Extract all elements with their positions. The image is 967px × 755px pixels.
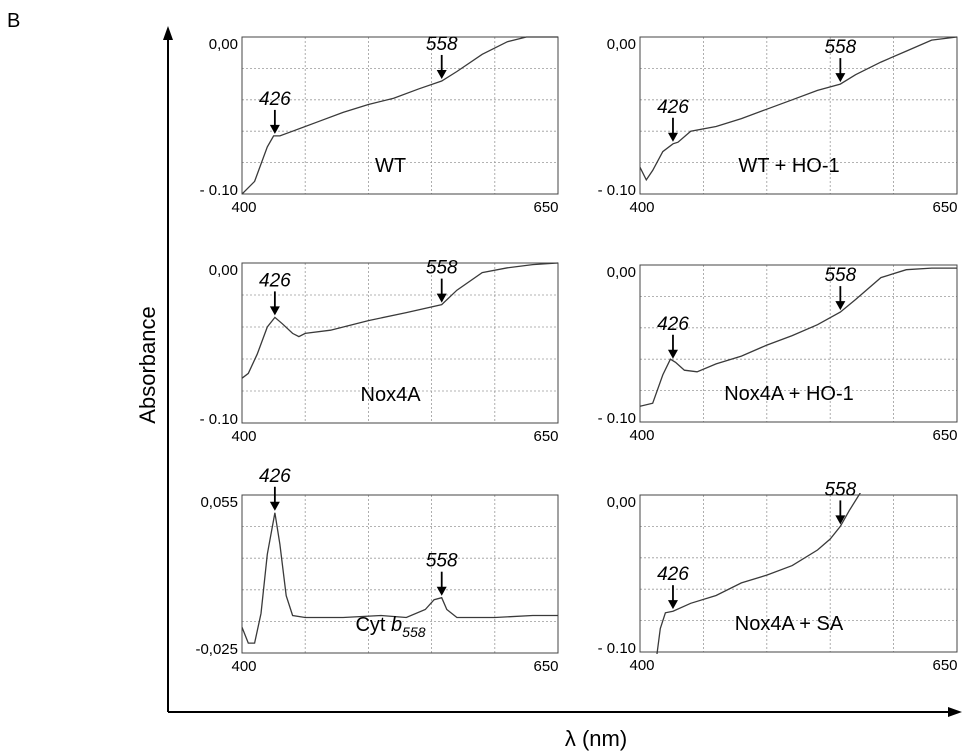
panel-frame <box>241 36 559 195</box>
sample-label: Nox4A + HO-1 <box>724 383 854 405</box>
x-tick-label-max: 650 <box>932 427 957 444</box>
y-axis-title: Absorbance <box>135 306 160 423</box>
x-tick-label-min: 400 <box>629 199 654 216</box>
y-tick-label-max: 0,00 <box>209 36 238 53</box>
peak-label: 426 <box>657 564 689 585</box>
y-tick-label-max: 0,055 <box>200 494 238 511</box>
spectrum-line <box>656 493 861 654</box>
panel-frame <box>241 262 559 424</box>
sample-label-subscript: 558 <box>402 624 426 640</box>
panel-frame <box>639 494 958 653</box>
y-tick-label-min: - 0.10 <box>200 411 238 428</box>
y-tick-label-max: 0,00 <box>209 262 238 279</box>
x-tick-label-min: 400 <box>629 427 654 444</box>
peak-arrow-head <box>436 69 447 79</box>
sample-label-b: b <box>391 614 402 636</box>
y-tick-label-min: - 0.10 <box>200 182 238 199</box>
x-tick-label-max: 650 <box>533 199 558 216</box>
spectrum-line <box>242 512 558 644</box>
x-axis-title: λ (nm) <box>565 726 627 751</box>
spectrum-line <box>242 36 558 195</box>
peak-label: 426 <box>259 89 291 110</box>
peak-label: 426 <box>657 97 689 118</box>
panel-frame <box>639 36 958 195</box>
peak-arrow-head <box>667 349 678 359</box>
sample-label: WT <box>375 155 406 177</box>
sample-label: Nox4A <box>361 384 422 406</box>
peak-label: 426 <box>259 270 291 291</box>
y-tick-label-min: - 0.10 <box>598 182 636 199</box>
sample-label-main: Cyt <box>355 614 391 636</box>
x-tick-label-min: 400 <box>629 657 654 674</box>
x-tick-label-max: 650 <box>932 199 957 216</box>
peak-arrow-head <box>269 124 280 134</box>
peak-arrow-head <box>269 501 280 511</box>
panel-letter: B <box>7 10 20 32</box>
peak-label: 558 <box>824 265 856 286</box>
peak-arrow-head <box>835 515 846 525</box>
y-tick-label-max: 0,00 <box>607 264 636 281</box>
y-tick-label-min: - 0.10 <box>598 410 636 427</box>
sample-label: Cyt b558 <box>355 614 425 640</box>
peak-arrow-head <box>436 293 447 303</box>
peak-label: 558 <box>824 37 856 58</box>
peak-label: 558 <box>426 34 458 55</box>
peak-label: 426 <box>259 466 291 487</box>
sample-label: Nox4A + SA <box>735 613 844 635</box>
y-tick-label-max: 0,00 <box>607 494 636 511</box>
peak-arrow-head <box>667 600 678 610</box>
x-tick-label-max: 650 <box>533 428 558 445</box>
peak-label: 426 <box>657 314 689 335</box>
peak-label: 558 <box>426 258 458 279</box>
y-axis-arrowhead <box>163 26 173 40</box>
peak-arrow-head <box>436 586 447 596</box>
peak-arrow-head <box>269 306 280 316</box>
peak-arrow-head <box>835 73 846 83</box>
spectrum-line <box>640 36 957 182</box>
spectrum-line <box>242 262 558 379</box>
panel-frame <box>241 494 559 654</box>
x-tick-label-min: 400 <box>231 199 256 216</box>
y-tick-label-min: -0,025 <box>195 641 238 658</box>
peak-label: 558 <box>824 479 856 500</box>
x-axis-arrowhead <box>948 707 962 717</box>
peak-arrow-head <box>835 301 846 311</box>
peak-arrow-head <box>667 132 678 142</box>
y-tick-label-min: - 0.10 <box>598 640 636 657</box>
panel-frame <box>639 264 958 423</box>
y-tick-label-max: 0,00 <box>607 36 636 53</box>
peak-label: 558 <box>426 551 458 572</box>
x-tick-label-min: 400 <box>231 658 256 675</box>
x-tick-label-min: 400 <box>231 428 256 445</box>
x-tick-label-max: 650 <box>932 657 957 674</box>
spectrum-line <box>640 267 957 407</box>
sample-label: WT + HO-1 <box>738 155 839 177</box>
x-tick-label-max: 650 <box>533 658 558 675</box>
